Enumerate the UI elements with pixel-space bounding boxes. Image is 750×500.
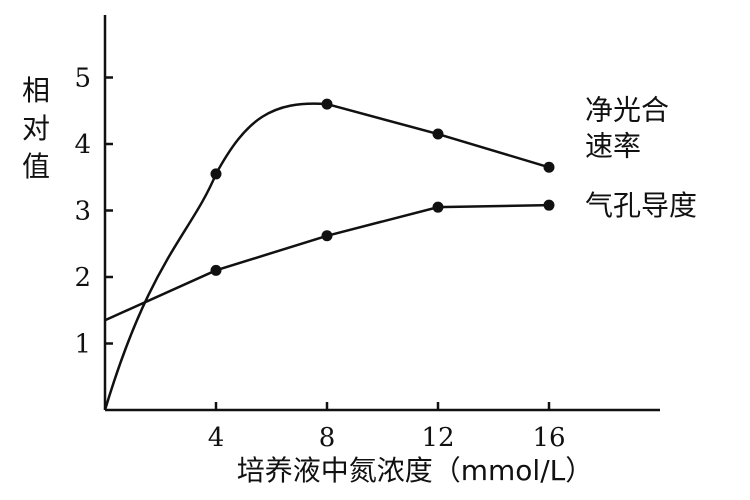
x-tick-label: 4 bbox=[208, 423, 225, 453]
x-tick-label: 8 bbox=[319, 423, 336, 453]
x-ticks: 4 8 12 16 bbox=[208, 402, 566, 453]
series-1: 净光合速率 bbox=[103, 93, 669, 411]
axes bbox=[103, 15, 660, 412]
series-2: 气孔导度 bbox=[104, 189, 697, 322]
data-point bbox=[210, 168, 222, 180]
data-point bbox=[432, 201, 444, 213]
data-point bbox=[543, 199, 555, 211]
series-label: 气孔导度 bbox=[585, 189, 697, 222]
y-tick-label: 4 bbox=[74, 130, 91, 160]
data-point bbox=[321, 98, 333, 110]
data-point bbox=[210, 264, 222, 276]
x-tick-label: 16 bbox=[532, 423, 565, 453]
data-point bbox=[321, 230, 333, 242]
y-tick-label: 5 bbox=[74, 64, 91, 94]
y-ticks: 1 2 3 4 5 bbox=[74, 64, 113, 360]
x-axis-label: 培养液中氮浓度（mmol/L） bbox=[237, 454, 594, 487]
y-tick-label: 2 bbox=[74, 263, 91, 293]
data-point bbox=[543, 161, 555, 173]
y-tick-label: 1 bbox=[74, 330, 91, 360]
data-point bbox=[432, 128, 444, 140]
series-label: 净光合速率 bbox=[585, 93, 669, 162]
y-tick-label: 3 bbox=[74, 197, 91, 227]
x-tick-label: 12 bbox=[421, 423, 454, 453]
y-axis-label: 相对值 bbox=[22, 74, 50, 183]
series-line bbox=[103, 102, 550, 411]
series-line bbox=[104, 203, 550, 322]
